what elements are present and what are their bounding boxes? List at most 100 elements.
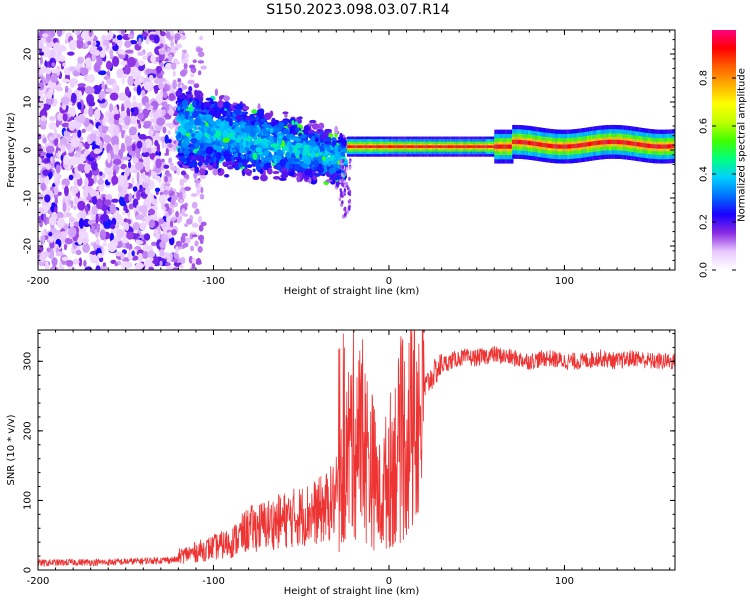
- heatmap-speckle: [78, 257, 83, 267]
- colorbar-tick-label: 0.0: [699, 262, 710, 278]
- heatmap-speckle: [147, 250, 156, 260]
- heatmap-speckle: [106, 78, 115, 85]
- heatmap-speckle: [172, 79, 177, 90]
- heatmap-speckle: [120, 261, 130, 270]
- heatmap-speckle: [179, 264, 184, 269]
- heatmap-speckle: [124, 86, 130, 97]
- heatmap-speckle: [89, 133, 98, 142]
- heatmap-speckle: [129, 40, 138, 45]
- heatmap-speckle: [65, 143, 71, 149]
- heatmap-speckle: [158, 49, 166, 55]
- heatmap-speckle: [196, 187, 201, 196]
- heatmap-speckle: [319, 138, 324, 144]
- heatmap-speckle: [162, 126, 167, 134]
- heatmap-speckle: [212, 129, 216, 135]
- heatmap-speckle: [215, 119, 221, 125]
- heatmap-speckle: [243, 168, 250, 173]
- heatmap-speckle: [99, 90, 106, 99]
- heatmap-speckle: [135, 233, 140, 238]
- heatmap-speckle: [156, 117, 165, 126]
- heatmap-speckle: [348, 176, 351, 181]
- heatmap-speckle: [158, 218, 165, 224]
- heatmap-speckle: [272, 170, 280, 175]
- heatmap-speckle: [193, 210, 200, 215]
- heatmap-speckle: [77, 236, 83, 246]
- heatmap-speckle: [177, 132, 182, 140]
- heatmap-speckle: [223, 95, 231, 102]
- heatmap-speckle: [342, 158, 345, 163]
- heatmap-speckle: [212, 168, 218, 176]
- heatmap-speckle: [246, 150, 253, 154]
- heatmap-speckle: [38, 193, 44, 201]
- heatmap-speckle: [62, 201, 67, 213]
- heatmap-speckle: [149, 257, 154, 262]
- heatmap-speckle: [207, 165, 214, 171]
- heatmap-speckle: [116, 34, 123, 41]
- heatmap-speckle: [100, 265, 108, 270]
- heatmap-speckle: [259, 168, 264, 175]
- heatmap-speckle: [151, 199, 158, 206]
- heatmap-speckle: [341, 164, 345, 169]
- heatmap-speckle: [150, 54, 156, 64]
- heatmap-speckle: [339, 159, 342, 164]
- heatmap-speckle: [120, 142, 126, 153]
- heatmap-speckle: [194, 166, 200, 174]
- heatmap-speckle: [88, 100, 96, 107]
- heatmap-speckle: [80, 30, 90, 40]
- heatmap-speckle: [63, 212, 67, 219]
- heatmap-speckle: [266, 162, 271, 166]
- heatmap-speckle: [105, 60, 113, 70]
- heatmap-speckle: [56, 30, 63, 38]
- heatmap-speckle: [293, 164, 301, 172]
- heatmap-speckle: [60, 96, 70, 105]
- heatmap-speckle: [124, 115, 131, 126]
- heatmap-speckle: [108, 32, 114, 39]
- heatmap-speckle: [151, 256, 159, 265]
- heatmap-speckle: [59, 45, 67, 52]
- heatmap-speckle: [124, 40, 132, 48]
- heatmap-speckle: [214, 88, 218, 97]
- heatmap-speckle: [181, 208, 186, 216]
- heatmap-speckle: [89, 189, 98, 198]
- heatmap-speckle: [98, 125, 102, 133]
- heatmap-speckle: [69, 77, 79, 86]
- heatmap-speckle: [136, 84, 142, 96]
- heatmap-speckle: [168, 108, 175, 116]
- heatmap-speckle: [93, 173, 97, 184]
- heatmap-speckle: [141, 32, 149, 37]
- heatmap-speckle: [158, 82, 164, 90]
- heatmap-speckle: [340, 191, 343, 196]
- y-tick-label: 0: [23, 147, 34, 153]
- heatmap-speckle: [154, 187, 161, 193]
- heatmap-speckle: [300, 163, 307, 168]
- y-tick-label: -20: [23, 238, 34, 254]
- heatmap-speckle: [148, 74, 154, 82]
- heatmap-speckle: [182, 192, 187, 199]
- heatmap-speckle: [149, 110, 154, 118]
- heatmap-speckle: [174, 33, 181, 41]
- heatmap-speckle: [179, 199, 184, 204]
- heatmap-speckle: [40, 182, 47, 192]
- heatmap-speckle: [77, 163, 85, 172]
- heatmap-speckle: [243, 125, 251, 134]
- heatmap-speckle: [160, 158, 165, 163]
- heatmap-speckle: [131, 250, 135, 256]
- heatmap-speckle: [128, 192, 133, 203]
- heatmap-speckle: [125, 241, 130, 249]
- heatmap-speckle: [116, 214, 121, 219]
- heatmap-speckle: [111, 175, 119, 185]
- heatmap-speckle: [89, 254, 99, 264]
- heatmap-speckle: [165, 148, 169, 155]
- heatmap-speckle: [182, 143, 189, 148]
- heatmap-speckle: [179, 69, 187, 77]
- heatmap-speckle: [177, 152, 185, 157]
- heatmap-speckle: [173, 144, 177, 152]
- heatmap-speckle: [127, 56, 136, 68]
- heatmap-speckle: [159, 77, 166, 82]
- x-axis-label: Height of straight line (km): [284, 586, 420, 597]
- heatmap-speckle: [163, 183, 171, 187]
- heatmap-speckle: [169, 252, 173, 261]
- heatmap-speckle: [159, 43, 164, 48]
- heatmap-speckle: [50, 267, 56, 270]
- heatmap-speckle: [194, 179, 201, 184]
